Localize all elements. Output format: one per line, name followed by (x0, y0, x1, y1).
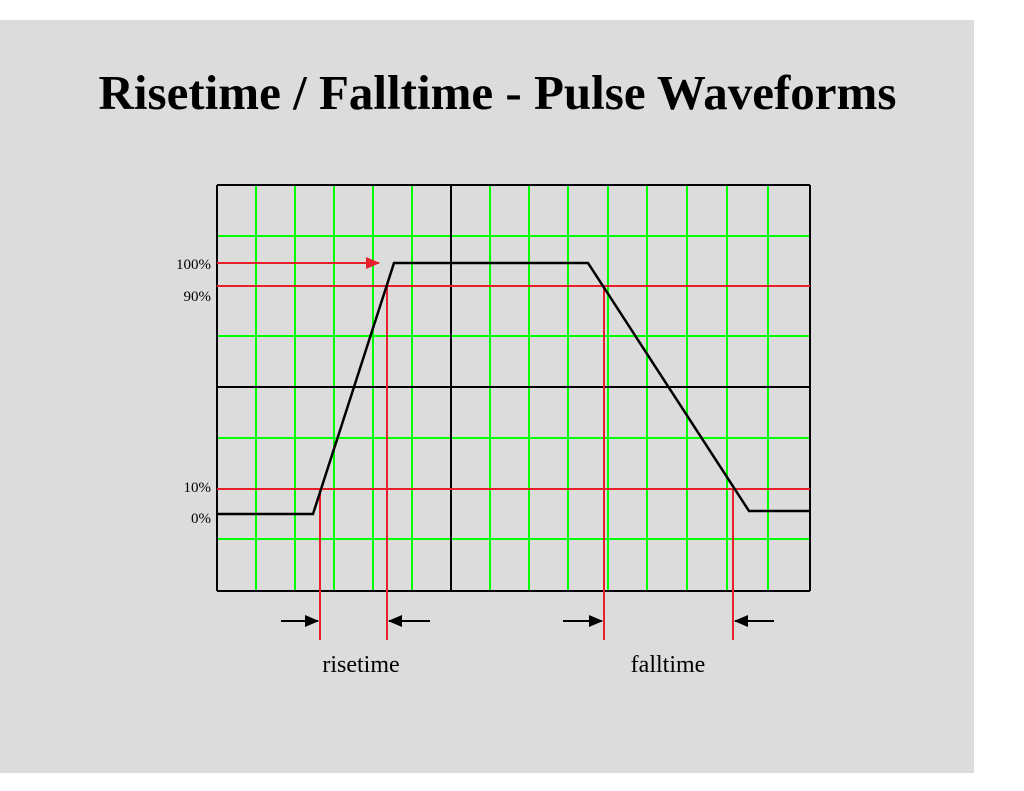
level-labels: 100% 90% 10% 0% (176, 257, 211, 527)
reference-lines (217, 257, 810, 640)
page-title: Risetime / Falltime - Pulse Waveforms (98, 65, 897, 120)
pulse-waveform (217, 261, 810, 516)
level-label-100: 100% (176, 257, 211, 273)
grid (216, 184, 811, 592)
falltime-label: falltime (631, 652, 706, 678)
level-label-10: 10% (184, 480, 212, 496)
slide-background (0, 20, 974, 773)
level-label-0: 0% (191, 511, 211, 527)
level-label-90: 90% (184, 289, 212, 305)
risetime-label: risetime (322, 652, 399, 678)
